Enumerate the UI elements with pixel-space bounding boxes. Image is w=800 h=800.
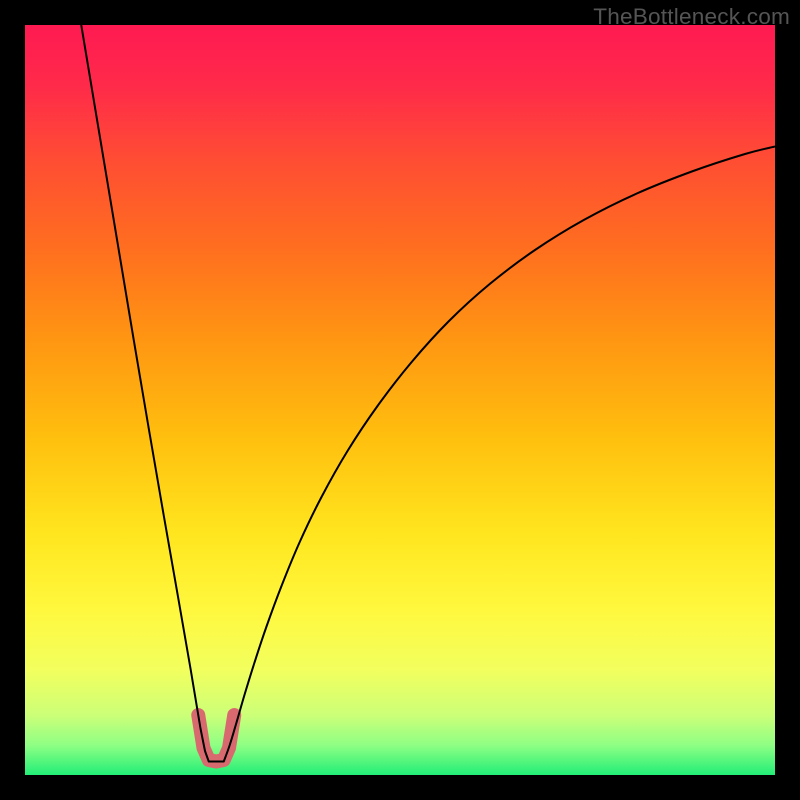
chart-background (25, 25, 775, 775)
bottleneck-chart (25, 25, 775, 775)
figure-root: TheBottleneck.com (0, 0, 800, 800)
watermark-text: TheBottleneck.com (593, 4, 790, 30)
